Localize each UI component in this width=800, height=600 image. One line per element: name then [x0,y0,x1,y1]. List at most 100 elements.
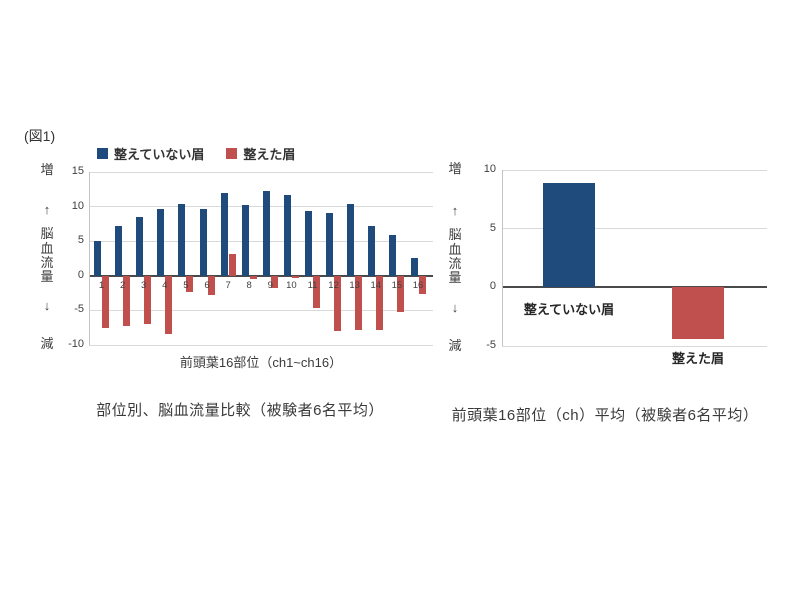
left-chart-x-tick-label: 8 [246,279,252,291]
left-chart-bar-untrimmed-ch14 [368,225,376,276]
left-chart-x-tick-label: 1 [98,279,105,291]
legend-item-trimmed-brow: 整えた眉 [226,144,295,163]
left-chart-bar-untrimmed-ch3 [136,216,144,276]
right-chart-y-tick-label: 0 [489,280,496,293]
left-chart-gridline [89,344,433,346]
legend-label: 整えた眉 [243,147,296,162]
left-chart-y-axis-line [89,172,90,345]
left-chart-bar-untrimmed-ch11 [305,210,312,276]
left-chart-bar-trimmed-ch3 [144,275,152,325]
left-chart-y-axis-label-char: ↓ [43,298,51,313]
right-chart-gridline [502,228,767,230]
left-chart-x-tick-label: 7 [225,279,231,291]
right-chart-gridline [502,345,767,347]
left-chart-y-tick-label: -10 [68,338,84,350]
right-chart-y-tick-label: 5 [489,221,496,234]
left-chart-legend: 整えていない眉 整えた眉 [97,144,295,163]
left-chart-y-tick-label: 0 [77,268,84,281]
left-chart-y-axis-label-char: 脳 [40,226,54,241]
left-chart-gridline [89,309,433,311]
left-chart-bar-untrimmed-ch8 [241,204,249,276]
left-chart-gridline-zero [89,274,433,277]
left-chart-bar-untrimmed-ch16 [410,257,418,276]
right-chart-y-axis-line [502,170,503,346]
left-chart-x-tick-label: 10 [286,279,297,291]
right-chart-bar-label: 整えた眉 [671,350,724,366]
left-chart-x-tick-label: 5 [183,279,189,291]
left-chart-y-axis-label-char: 増 [40,162,54,177]
legend-label: 整えていない眉 [114,147,205,162]
left-chart-bar-untrimmed-ch9 [262,190,270,276]
right-chart-y-axis-label-char: 流 [448,256,462,271]
left-chart-x-tick-label: 3 [141,279,147,291]
legend-item-untrimmed-brow: 整えていない眉 [97,144,204,163]
right-chart-y-axis-label-char: 減 [448,338,462,353]
right-chart-y-axis-label-char: ↑ [451,203,459,218]
left-chart-y-axis-label-char: 流 [40,255,54,270]
left-chart-bar-untrimmed-ch13 [347,203,355,276]
left-chart-bar-trimmed-ch6 [207,275,215,296]
left-chart-bar-trimmed-ch12 [334,275,342,332]
right-chart-gridline [502,169,767,171]
left-chart-y-axis-label-char: ↑ [43,202,51,217]
left-chart-y-tick-label: 5 [77,234,84,247]
left-chart-bar-trimmed-ch11 [313,275,320,308]
left-chart-bar-untrimmed-ch6 [199,209,207,276]
right-chart-caption: 前頭葉16部位（ch）平均（被験者6名平均） [451,407,759,424]
left-chart-caption: 部位別、脳血流量比較（被験者6名平均） [96,402,384,419]
left-chart-bar-untrimmed-ch10 [283,194,291,276]
right-chart-bar-untrimmed [543,182,595,288]
left-chart-gridline [89,206,433,208]
left-chart-x-tick-label: 16 [412,279,424,291]
left-chart-bar-untrimmed-ch15 [389,234,397,276]
left-chart-bar-untrimmed-ch1 [94,241,101,276]
right-chart-bar-trimmed [672,287,724,339]
right-chart-y-tick-label: 10 [483,163,496,175]
left-chart-bar-trimmed-ch8 [249,275,257,279]
right-chart-y-tick-label: -5 [486,339,496,351]
legend-swatch-icon [97,148,108,159]
left-chart-gridline [89,240,433,242]
left-chart-x-axis-title: 前頭葉16部位（ch1~ch16） [179,355,343,370]
legend-swatch-icon [226,148,238,159]
right-chart-y-axis-label-char: 増 [448,161,462,176]
left-chart-gridline [89,171,433,173]
left-chart-x-tick-label: 11 [307,279,318,291]
left-chart-bar-trimmed-ch15 [397,275,405,312]
left-chart-bar-trimmed-ch10 [291,275,299,278]
right-chart-gridline-zero [502,286,767,289]
left-chart-bar-trimmed-ch14 [376,275,384,330]
left-chart-y-tick-label: 10 [71,199,84,212]
right-chart-bar-label: 整えていない眉 [523,302,615,318]
right-chart-y-axis-label-char: 血 [448,242,462,257]
left-chart-bar-trimmed-ch1 [102,275,109,328]
right-chart-y-axis-label-char: 脳 [448,227,462,242]
left-chart-x-tick-label: 4 [162,279,168,291]
left-chart-bar-trimmed-ch16 [418,275,426,295]
figure-label: (図1) [24,128,56,144]
left-chart-x-tick-label: 14 [370,279,382,291]
left-chart-y-axis-label-char: 減 [40,336,54,351]
left-chart-bar-untrimmed-ch7 [220,192,228,276]
left-chart-y-tick-label: 15 [71,165,84,177]
left-chart-x-tick-label: 9 [267,279,273,291]
left-chart-bar-trimmed-ch2 [123,275,131,327]
left-chart-bar-untrimmed-ch5 [178,203,186,276]
left-chart-bar-trimmed-ch4 [165,275,173,334]
left-chart-x-tick-label: 6 [204,279,210,291]
left-chart-bar-trimmed-ch13 [355,275,363,330]
left-chart-x-tick-label: 15 [391,279,403,291]
left-chart-x-tick-label: 2 [119,279,126,291]
right-chart-y-axis-label-char: 量 [448,270,462,285]
right-chart-y-axis-label-char: ↓ [451,300,459,315]
left-chart-y-tick-label: -5 [74,303,84,316]
left-chart-bar-untrimmed-ch4 [157,208,165,276]
left-chart-bar-untrimmed-ch12 [326,212,334,276]
left-chart-bar-trimmed-ch5 [186,275,194,292]
left-chart-x-tick-label: 13 [349,279,360,291]
left-chart-bar-trimmed-ch9 [270,275,278,289]
left-chart-y-axis-label-char: 量 [40,269,54,284]
left-chart-bar-trimmed-ch7 [228,254,236,276]
left-chart-bar-untrimmed-ch2 [115,225,123,276]
